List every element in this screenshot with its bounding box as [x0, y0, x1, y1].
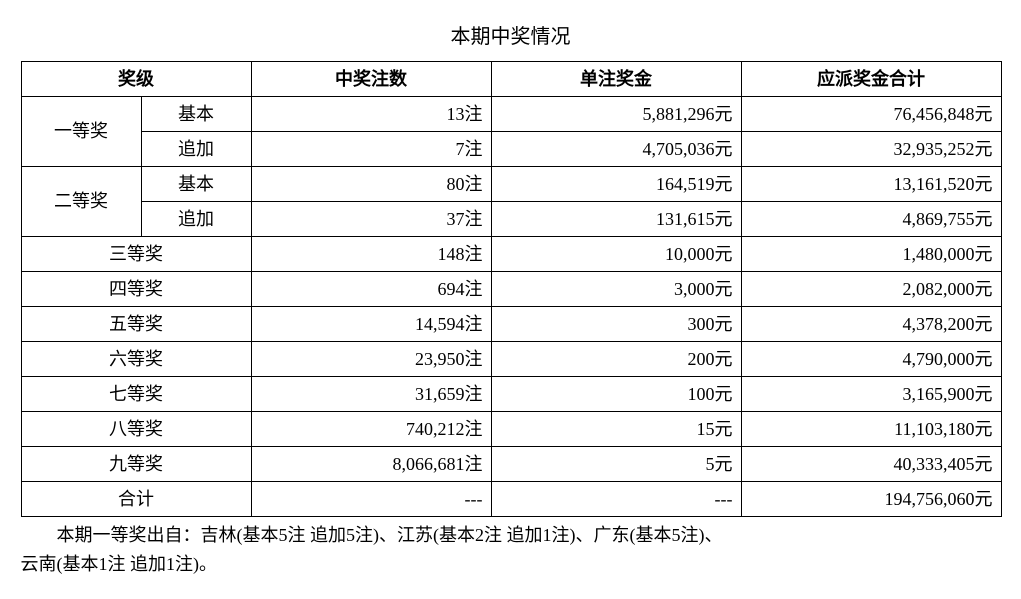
table-header-row: 奖级 中奖注数 单注奖金 应派奖金合计: [21, 62, 1001, 97]
count-cell: 694注: [251, 272, 491, 307]
prize-table: 奖级 中奖注数 单注奖金 应派奖金合计 一等奖 基本 13注 5,881,296…: [21, 61, 1002, 517]
table-row: 三等奖 148注 10,000元 1,480,000元: [21, 237, 1001, 272]
count-cell: 80注: [251, 167, 491, 202]
header-count: 中奖注数: [251, 62, 491, 97]
total-cell: 11,103,180元: [741, 412, 1001, 447]
count-cell: 740,212注: [251, 412, 491, 447]
level-cell: 五等奖: [21, 307, 251, 342]
table-row: 一等奖 基本 13注 5,881,296元 76,456,848元: [21, 97, 1001, 132]
perprize-cell: 100元: [491, 377, 741, 412]
total-cell: 13,161,520元: [741, 167, 1001, 202]
total-cell: 4,790,000元: [741, 342, 1001, 377]
table-row: 九等奖 8,066,681注 5元 40,333,405元: [21, 447, 1001, 482]
perprize-cell: 15元: [491, 412, 741, 447]
total-cell: 76,456,848元: [741, 97, 1001, 132]
count-cell: 13注: [251, 97, 491, 132]
count-cell: 23,950注: [251, 342, 491, 377]
level-cell: 八等奖: [21, 412, 251, 447]
perprize-cell: 164,519元: [491, 167, 741, 202]
level-cell: 二等奖: [21, 167, 141, 237]
perprize-cell: 5元: [491, 447, 741, 482]
total-cell: 1,480,000元: [741, 237, 1001, 272]
sub-cell: 追加: [141, 202, 251, 237]
table-row: 六等奖 23,950注 200元 4,790,000元: [21, 342, 1001, 377]
level-cell: 合计: [21, 482, 251, 517]
page-title: 本期中奖情况: [21, 20, 1001, 49]
footer-note-line2: 云南(基本1注 追加1注)。: [21, 550, 1001, 579]
count-cell: 7注: [251, 132, 491, 167]
sub-cell: 追加: [141, 132, 251, 167]
perprize-cell: 10,000元: [491, 237, 741, 272]
total-cell: 4,869,755元: [741, 202, 1001, 237]
level-cell: 一等奖: [21, 97, 141, 167]
sub-cell: 基本: [141, 167, 251, 202]
total-cell: 4,378,200元: [741, 307, 1001, 342]
perprize-cell: 200元: [491, 342, 741, 377]
table-row: 二等奖 基本 80注 164,519元 13,161,520元: [21, 167, 1001, 202]
count-cell: ---: [251, 482, 491, 517]
perprize-cell: ---: [491, 482, 741, 517]
total-cell: 3,165,900元: [741, 377, 1001, 412]
level-cell: 七等奖: [21, 377, 251, 412]
total-cell: 2,082,000元: [741, 272, 1001, 307]
perprize-cell: 131,615元: [491, 202, 741, 237]
table-row: 追加 7注 4,705,036元 32,935,252元: [21, 132, 1001, 167]
total-cell: 40,333,405元: [741, 447, 1001, 482]
table-row: 五等奖 14,594注 300元 4,378,200元: [21, 307, 1001, 342]
level-cell: 三等奖: [21, 237, 251, 272]
perprize-cell: 4,705,036元: [491, 132, 741, 167]
header-total: 应派奖金合计: [741, 62, 1001, 97]
header-perprize: 单注奖金: [491, 62, 741, 97]
perprize-cell: 3,000元: [491, 272, 741, 307]
level-cell: 九等奖: [21, 447, 251, 482]
count-cell: 148注: [251, 237, 491, 272]
header-level: 奖级: [21, 62, 251, 97]
table-row: 四等奖 694注 3,000元 2,082,000元: [21, 272, 1001, 307]
perprize-cell: 5,881,296元: [491, 97, 741, 132]
count-cell: 37注: [251, 202, 491, 237]
count-cell: 8,066,681注: [251, 447, 491, 482]
level-cell: 六等奖: [21, 342, 251, 377]
total-cell: 32,935,252元: [741, 132, 1001, 167]
footer-note-line1: 本期一等奖出自：吉林(基本5注 追加5注)、江苏(基本2注 追加1注)、广东(基…: [21, 521, 1001, 550]
sub-cell: 基本: [141, 97, 251, 132]
total-cell: 194,756,060元: [741, 482, 1001, 517]
table-row: 合计 --- --- 194,756,060元: [21, 482, 1001, 517]
count-cell: 31,659注: [251, 377, 491, 412]
table-row: 八等奖 740,212注 15元 11,103,180元: [21, 412, 1001, 447]
level-cell: 四等奖: [21, 272, 251, 307]
table-row: 七等奖 31,659注 100元 3,165,900元: [21, 377, 1001, 412]
table-row: 追加 37注 131,615元 4,869,755元: [21, 202, 1001, 237]
perprize-cell: 300元: [491, 307, 741, 342]
count-cell: 14,594注: [251, 307, 491, 342]
